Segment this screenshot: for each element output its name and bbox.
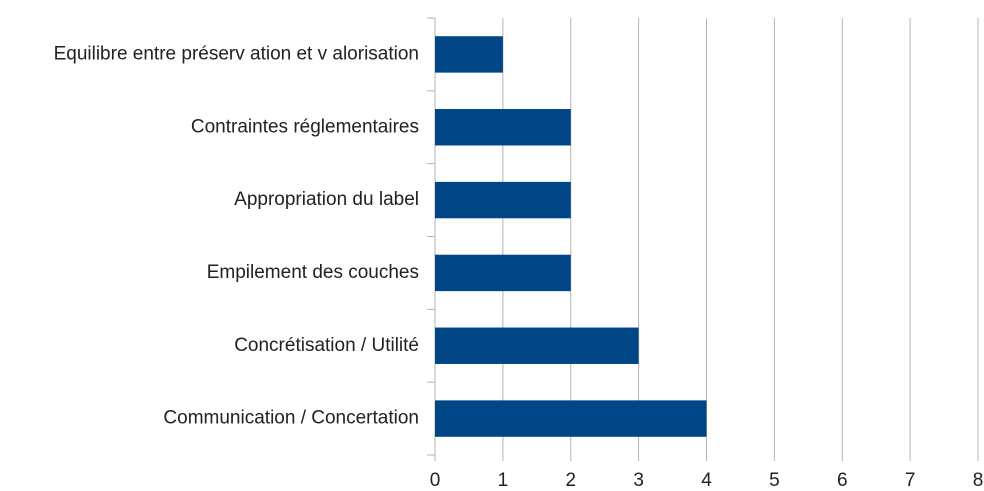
x-tick-label: 0 xyxy=(430,470,441,491)
y-tick-label: Contraintes réglementaires xyxy=(191,116,419,137)
x-tick-label: 8 xyxy=(973,470,984,491)
x-tick-label: 4 xyxy=(701,470,712,491)
x-tick-label: 3 xyxy=(633,470,644,491)
x-tick-label: 1 xyxy=(498,470,509,491)
x-tick-label: 6 xyxy=(837,470,848,491)
y-tick-label: Concrétisation / Utilité xyxy=(234,335,419,356)
bar xyxy=(435,181,571,219)
x-tick-label: 7 xyxy=(905,470,916,491)
bar xyxy=(435,36,503,73)
bar xyxy=(435,254,571,292)
y-tick-label: Equilibre entre préserv ation et v alori… xyxy=(54,43,419,64)
x-tick-label: 2 xyxy=(565,470,576,491)
y-tick-label: Appropriation du label xyxy=(234,189,419,210)
x-tick-label: 5 xyxy=(769,470,780,491)
bar xyxy=(435,400,707,437)
y-tick-label: Communication / Concertation xyxy=(163,408,419,429)
y-tick-label: Empilement des couches xyxy=(207,262,419,283)
bar xyxy=(435,327,639,364)
bar xyxy=(435,109,571,146)
